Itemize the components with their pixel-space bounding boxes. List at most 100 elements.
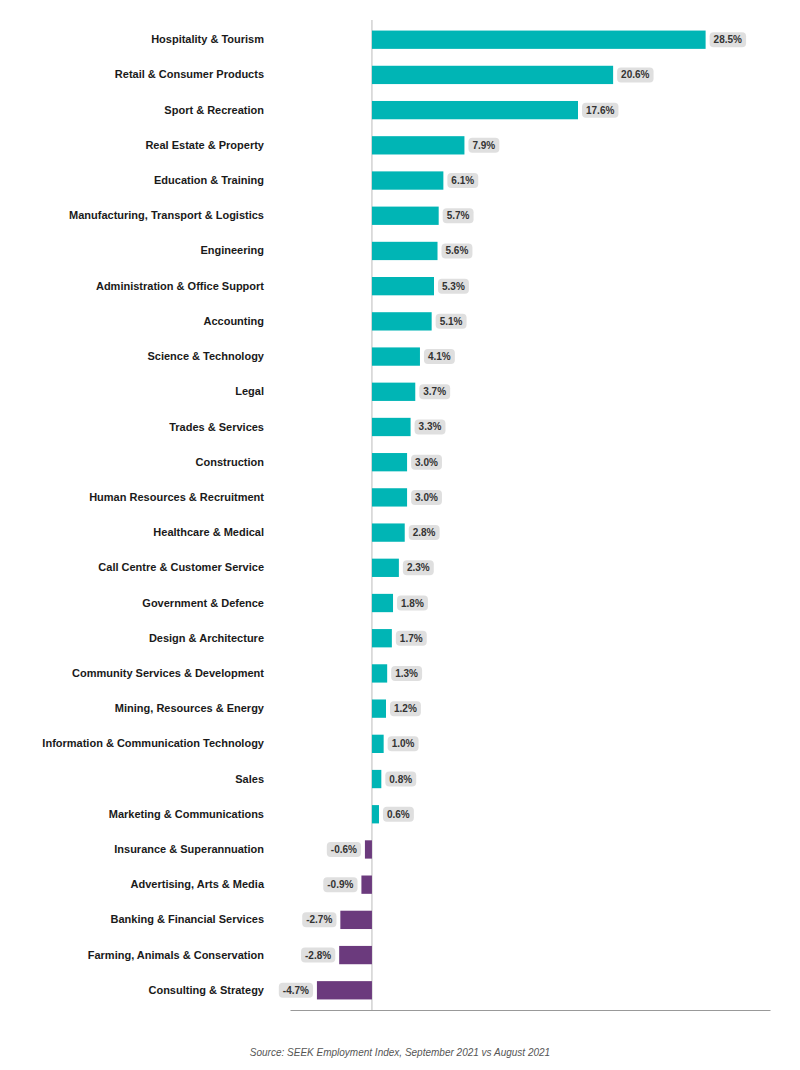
y-axis: Hospitality & TourismRetail & Consumer P… [42, 33, 265, 996]
y-tick-label: Education & Training [154, 174, 264, 186]
bar [372, 207, 439, 225]
y-tick: Accounting [204, 315, 265, 327]
data-label-bg [424, 349, 455, 364]
data-label-bg [436, 314, 467, 329]
data-label-group: 6.1% [447, 173, 478, 188]
y-tick-label: Advertising, Arts & Media [131, 878, 265, 890]
data-label: 1.7% [400, 633, 423, 644]
bar [372, 523, 405, 541]
data-label-bg [391, 666, 422, 681]
bar [372, 136, 464, 154]
data-label-bg [390, 701, 421, 716]
data-label-group: 4.1% [424, 349, 455, 364]
data-label-group: 3.7% [419, 384, 450, 399]
data-label: 2.3% [407, 562, 430, 573]
y-tick: Healthcare & Medical [153, 526, 264, 538]
data-label-bg [409, 525, 440, 540]
data-label-group: 5.3% [438, 279, 469, 294]
data-label: 7.9% [472, 140, 495, 151]
y-tick-label: Community Services & Development [72, 667, 264, 679]
y-tick-label: Legal [235, 385, 264, 397]
data-label-bg [279, 983, 313, 998]
y-tick-label: Consulting & Strategy [148, 984, 264, 996]
y-tick-label: Administration & Office Support [96, 280, 264, 292]
y-tick-label: Design & Architecture [149, 632, 264, 644]
data-label-group: 20.6% [617, 67, 653, 82]
data-label-group: 3.0% [411, 490, 442, 505]
bar [365, 840, 372, 858]
data-label-bg [617, 67, 653, 82]
bar [372, 171, 443, 189]
bar [372, 559, 399, 577]
data-label-bg [403, 560, 434, 575]
data-label-bg [327, 842, 361, 857]
data-label-bg [438, 279, 469, 294]
data-label-group: -0.9% [323, 877, 357, 892]
bar [339, 946, 372, 964]
y-tick: Insurance & Superannuation [114, 843, 264, 855]
y-tick: Human Resources & Recruitment [89, 491, 264, 503]
y-tick: Trades & Services [169, 421, 264, 433]
bar [372, 735, 384, 753]
y-tick: Advertising, Arts & Media [131, 878, 265, 890]
y-tick-label: Banking & Financial Services [111, 913, 264, 925]
zero-line [371, 20, 372, 1010]
y-tick: Engineering [200, 244, 264, 256]
y-tick-label: Science & Technology [147, 350, 264, 362]
data-label-bg [442, 243, 473, 258]
data-label-group: 0.6% [383, 807, 414, 822]
data-label: -0.9% [327, 879, 353, 890]
data-label: -4.7% [283, 985, 309, 996]
y-tick: Legal [235, 385, 264, 397]
y-tick: Design & Architecture [149, 632, 264, 644]
y-tick-label: Manufacturing, Transport & Logistics [69, 209, 264, 221]
data-label-group: 3.0% [411, 455, 442, 470]
data-label-group: 2.3% [403, 560, 434, 575]
data-label-group: 1.8% [397, 596, 428, 611]
data-label-group: 28.5% [710, 32, 746, 47]
y-tick: Hospitality & Tourism [151, 33, 264, 45]
bar [372, 488, 407, 506]
bar [372, 101, 578, 119]
bar [372, 805, 379, 823]
data-label: 28.5% [714, 34, 742, 45]
bar [372, 66, 613, 84]
data-label: -2.7% [306, 914, 332, 925]
y-tick-label: Real Estate & Property [145, 139, 264, 151]
bar [372, 594, 393, 612]
bar [372, 242, 438, 260]
data-label-bg [397, 596, 428, 611]
data-label: 5.3% [442, 281, 465, 292]
data-label-group: 7.9% [468, 138, 499, 153]
data-label: 1.2% [394, 703, 417, 714]
data-label-bg [710, 32, 746, 47]
y-tick: Administration & Office Support [96, 280, 264, 292]
bar [372, 383, 415, 401]
data-label-bg [385, 772, 416, 787]
bar [372, 453, 407, 471]
y-tick: Government & Defence [142, 597, 264, 609]
data-label: -2.8% [305, 950, 331, 961]
y-tick-label: Healthcare & Medical [153, 526, 264, 538]
data-label-bg [415, 419, 446, 434]
data-label-bg [419, 384, 450, 399]
y-tick: Sales [235, 773, 264, 785]
y-tick: Farming, Animals & Conservation [88, 949, 265, 961]
y-tick: Manufacturing, Transport & Logistics [69, 209, 264, 221]
bar [372, 347, 420, 365]
source-note: Source: SEEK Employment Index, September… [250, 1047, 550, 1058]
data-label: 3.3% [419, 421, 442, 432]
data-label: 17.6% [586, 105, 614, 116]
y-tick: Education & Training [154, 174, 264, 186]
y-tick-label: Farming, Animals & Conservation [88, 949, 265, 961]
bar [372, 770, 381, 788]
y-tick: Community Services & Development [72, 667, 264, 679]
bar [372, 31, 706, 49]
y-tick-label: Information & Communication Technology [42, 737, 265, 749]
data-label: 0.6% [387, 809, 410, 820]
y-tick: Consulting & Strategy [148, 984, 264, 996]
y-tick: Construction [196, 456, 265, 468]
y-tick-label: Accounting [204, 315, 265, 327]
bar [372, 277, 434, 295]
data-label-bg [396, 631, 427, 646]
